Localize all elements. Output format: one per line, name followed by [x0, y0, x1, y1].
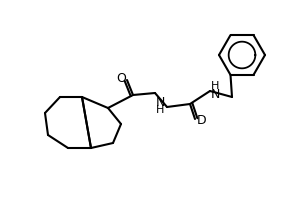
Text: O: O — [116, 72, 126, 86]
Text: N: N — [210, 88, 220, 100]
Text: H: H — [211, 81, 219, 91]
Text: D: D — [197, 114, 207, 128]
Text: N: N — [155, 96, 165, 108]
Text: H: H — [156, 105, 164, 115]
